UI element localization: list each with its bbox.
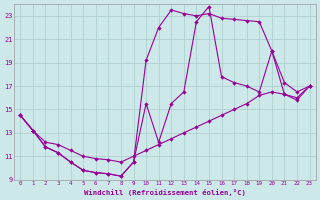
X-axis label: Windchill (Refroidissement éolien,°C): Windchill (Refroidissement éolien,°C) (84, 189, 246, 196)
